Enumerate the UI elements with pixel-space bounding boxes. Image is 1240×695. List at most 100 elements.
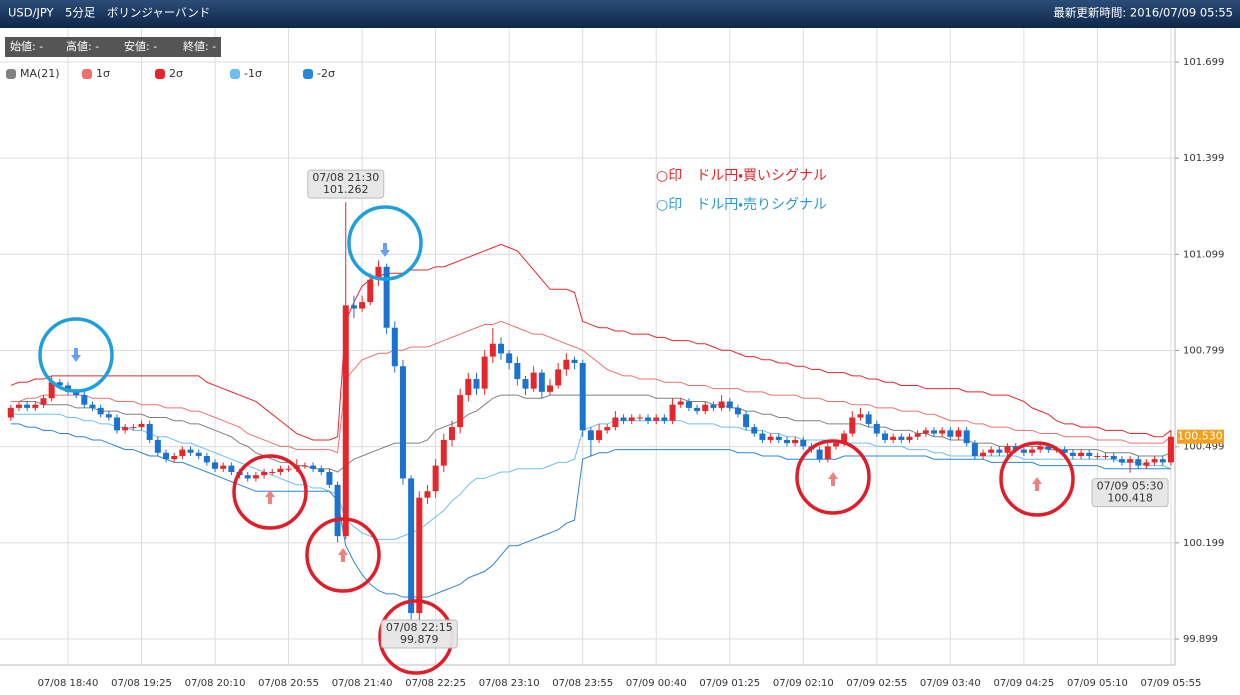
sell-arrow — [380, 243, 390, 257]
candle-body — [563, 359, 570, 370]
candle-body — [906, 436, 913, 440]
candle-body — [1151, 459, 1158, 463]
candle-body — [677, 401, 684, 405]
candle-body — [702, 404, 709, 412]
candle-body — [832, 443, 839, 447]
grid: 99.899 100.199 100.499 100.799 101.099 101.39… — [0, 28, 1224, 689]
buy-signal-circle — [795, 439, 871, 515]
candle-body — [163, 452, 170, 460]
candle-body — [775, 436, 782, 440]
candle-body — [783, 439, 790, 444]
x-tick-label: 07/08 21:40 — [332, 678, 393, 689]
candle-body — [334, 484, 341, 537]
candle-body — [506, 353, 513, 364]
ohlc-close: 終値: - — [183, 40, 216, 53]
header-bar — [0, 0, 1240, 28]
candle-body — [40, 398, 47, 405]
candle-body — [1118, 459, 1125, 463]
candle-body — [138, 423, 145, 428]
candle-body — [792, 439, 799, 444]
candle-body — [800, 439, 807, 447]
candle-body — [89, 404, 96, 408]
candle-body — [48, 382, 55, 399]
candle-body — [661, 417, 668, 421]
candle-body — [481, 356, 488, 389]
y-tick-label: 100.199 — [1183, 538, 1224, 549]
candle-body — [318, 468, 325, 473]
buy-arrow — [265, 490, 275, 504]
candle-body — [154, 439, 161, 453]
candle-body — [645, 417, 652, 421]
candle-body — [285, 468, 292, 470]
buy-signal-circle — [999, 441, 1075, 517]
candle-body — [252, 475, 259, 479]
candle-body — [849, 417, 856, 434]
candle-body — [391, 327, 398, 367]
candle-body — [15, 404, 22, 408]
candle-body — [996, 449, 1003, 453]
callout-box — [1091, 478, 1169, 508]
candle-body — [628, 417, 635, 421]
sell-signal-circle — [347, 205, 423, 281]
legend-marker — [6, 69, 16, 79]
ohlc-box — [5, 37, 221, 57]
candle-body — [669, 404, 676, 421]
callout-value: 100.418 — [1107, 492, 1153, 505]
legend-marker — [230, 69, 240, 79]
y-tick-label: 99.899 — [1183, 634, 1218, 645]
buy-arrow — [1032, 477, 1042, 491]
candle-body — [751, 427, 758, 434]
overlay: 始値: - 高値: - 安値: - 終値: - — [5, 37, 221, 57]
band-line — [10, 423, 1171, 598]
candle-body — [310, 465, 317, 469]
candle-body — [514, 363, 521, 380]
candle-body — [1159, 459, 1166, 463]
plot-area — [0, 28, 1175, 665]
annotation: ○印 ドル円・売りシグナル — [656, 197, 827, 213]
candle-body — [1078, 452, 1085, 456]
candle-body — [824, 446, 831, 460]
candle-body — [881, 433, 888, 440]
candle-body — [212, 462, 219, 469]
candle-body — [1020, 449, 1027, 453]
candle-body — [114, 417, 121, 431]
candle-body — [375, 266, 382, 280]
callout-value: 99.879 — [400, 633, 439, 646]
candle-body — [277, 468, 284, 473]
sell-signal-circle — [38, 317, 114, 393]
candle-body — [538, 372, 545, 392]
candle-body — [408, 478, 415, 614]
candle-body — [857, 414, 864, 418]
candle-body — [988, 449, 995, 453]
candle-body — [220, 465, 227, 469]
candle-body — [890, 436, 897, 440]
candle-body — [1061, 449, 1068, 453]
candle-body — [1102, 455, 1109, 457]
candle-body — [939, 430, 946, 434]
buy-arrow — [338, 548, 348, 562]
callout-value: 101.262 — [323, 183, 369, 196]
candle-body — [342, 305, 349, 537]
candle-body — [522, 379, 529, 389]
candle-body — [7, 407, 14, 418]
header-updated: 最新更新時間: 2016/07/09 05:55 — [1053, 6, 1233, 20]
sell-arrow — [71, 348, 81, 362]
candle-body — [171, 455, 178, 460]
ohlc-high: 高値: - — [66, 39, 99, 53]
x-tick-label: 07/08 20:55 — [258, 678, 319, 689]
candle-body — [465, 379, 472, 396]
candle-body — [1029, 449, 1036, 453]
candle-body — [56, 382, 63, 386]
last-price-label: 100.530 — [1177, 430, 1223, 443]
candles — [7, 202, 1174, 646]
y-tick-label: 100.499 — [1183, 442, 1224, 453]
legend-label: -2σ — [317, 67, 335, 80]
candle-body — [571, 359, 578, 364]
candle-body — [440, 439, 447, 466]
x-tick-label: 07/09 02:10 — [773, 678, 834, 689]
candle-body — [922, 430, 929, 434]
candle-body — [416, 497, 423, 614]
candle-body — [694, 407, 701, 412]
callout-time: 07/08 22:15 — [386, 621, 453, 634]
candle-body — [718, 401, 725, 408]
